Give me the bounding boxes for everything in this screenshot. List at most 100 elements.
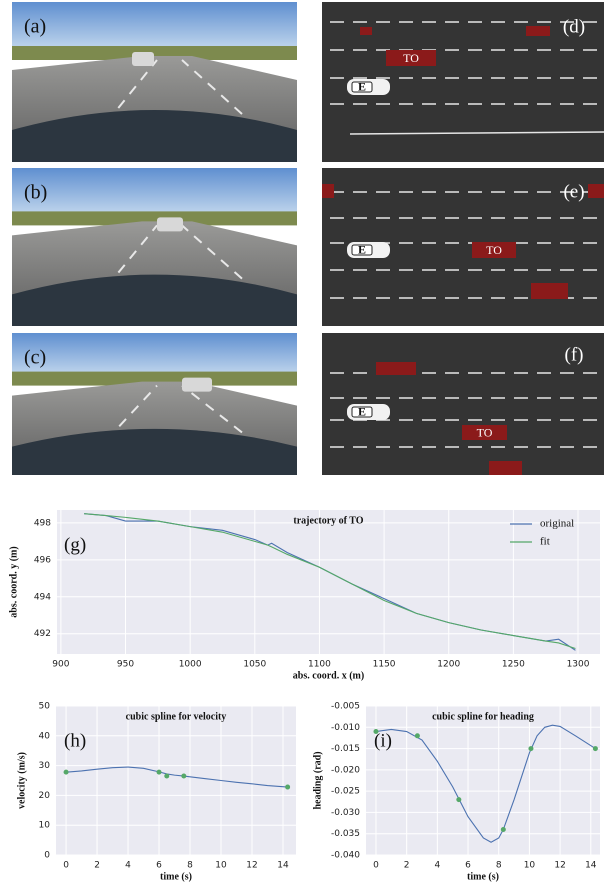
sky: [12, 168, 297, 219]
vehicle: [182, 378, 212, 392]
x-tick-label: 8: [496, 861, 502, 871]
y-tick-label: 30: [39, 761, 51, 771]
x-tick-label: 0: [373, 861, 379, 871]
y-tick-label: 50: [39, 702, 51, 712]
x-tick-label: 1250: [502, 660, 525, 670]
vehicle-box: [360, 27, 372, 35]
x-tick-label: 10: [215, 861, 227, 871]
y-axis-label: velocity (m/s): [16, 752, 27, 809]
x-axis-label: time (s): [467, 871, 499, 882]
x-tick-label: 2: [404, 861, 410, 871]
y-tick-label: -0.015: [331, 744, 360, 754]
ego-label: E: [358, 79, 366, 93]
legend-label: original: [540, 518, 574, 530]
chart-title: cubic spline for heading: [432, 711, 534, 722]
x-axis-label: time (s): [160, 871, 192, 882]
data-point: [501, 827, 506, 832]
y-tick-label: -0.005: [331, 702, 360, 712]
target-label: TO: [403, 51, 419, 65]
x-tick-label: 14: [277, 861, 289, 871]
x-tick-label: 1150: [373, 660, 396, 670]
panel-label: (d): [563, 16, 585, 37]
y-tick-label: -0.030: [331, 808, 360, 818]
y-tick-label: 496: [34, 555, 51, 565]
page: {"photo_labels": ["(a)", "(b)", "(c)"], …: [0, 0, 608, 884]
x-tick-label: 1200: [437, 660, 460, 670]
x-tick-label: 4: [434, 861, 440, 871]
data-point: [157, 770, 162, 775]
y-axis-label: heading (rad): [312, 751, 323, 809]
vehicle: [132, 52, 154, 66]
x-tick-label: 4: [125, 861, 131, 871]
birds-eye-views: TO E (d) TO E (e) TO E (f): [322, 2, 604, 475]
x-tick-label: 1100: [308, 660, 331, 670]
vehicle-box: [531, 283, 568, 299]
y-tick-label: 498: [34, 518, 51, 528]
y-tick-label: 40: [39, 731, 51, 741]
y-tick-label: 492: [34, 629, 51, 639]
vehicle-box: [588, 184, 604, 198]
x-tick-label: 1050: [243, 660, 266, 670]
y-axis-label: abs. coord. y (m): [8, 546, 19, 617]
vehicle-box: [489, 461, 522, 475]
y-tick-label: 494: [34, 592, 51, 602]
data-point: [415, 733, 420, 738]
panel-label: (c): [24, 347, 46, 369]
panel-label: (e): [563, 181, 584, 202]
sky: [12, 2, 297, 53]
chart: -0.040 -0.035 -0.030 -0.025 -0.020 -0.015 -0.0…: [312, 702, 600, 883]
chart-title: trajectory of TO: [293, 515, 363, 526]
ego-label: E: [358, 404, 366, 418]
legend-label: fit: [540, 536, 550, 548]
ego-label: E: [358, 242, 366, 256]
target-label: TO: [486, 243, 502, 257]
x-tick-label: 1300: [567, 660, 590, 670]
x-tick-label: 12: [246, 861, 257, 871]
data-point: [456, 797, 461, 802]
figure: (a)(b)(c) TOE(d)TOE(e)TOE(f) 49249449649…: [0, 0, 608, 884]
vehicle-box: [526, 26, 550, 36]
y-tick-label: -0.025: [331, 787, 360, 797]
data-point: [64, 770, 69, 775]
data-point: [164, 774, 169, 779]
y-tick-label: 20: [39, 791, 51, 801]
y-tick-label: -0.035: [331, 829, 360, 839]
chart: 492 494 496 498 900 950 1000 1050 1100 1150 1200 12…: [8, 510, 600, 681]
panel-label: (g): [64, 534, 86, 555]
x-axis-label: abs. coord. x (m): [293, 670, 364, 681]
plot-area: [56, 706, 296, 855]
y-tick-label: 10: [39, 821, 51, 831]
y-tick-label: -0.040: [331, 851, 360, 861]
x-tick-label: 0: [63, 861, 69, 871]
vehicle: [157, 217, 183, 231]
panel-label: (f): [565, 344, 584, 365]
x-tick-label: 1000: [179, 660, 202, 670]
x-tick-label: 12: [554, 861, 565, 871]
y-tick-label: 0: [44, 851, 50, 861]
chart: 0 10 20 30 40 50 0 2 4 6 8 10 12 14 cubic spline for v…: [16, 702, 296, 883]
plot-area: [57, 510, 600, 654]
x-tick-label: 6: [465, 861, 471, 871]
x-tick-label: 10: [524, 861, 536, 871]
x-tick-label: 950: [117, 660, 134, 670]
y-tick-label: -0.010: [331, 723, 360, 733]
vehicle-box: [322, 184, 334, 198]
plot-area: [366, 706, 600, 855]
target-label: TO: [477, 425, 493, 439]
x-tick-label: 900: [52, 660, 69, 670]
data-point: [285, 785, 290, 790]
y-tick-label: -0.020: [331, 765, 360, 775]
data-point: [593, 746, 598, 751]
x-tick-label: 2: [94, 861, 100, 871]
x-tick-label: 6: [156, 861, 162, 871]
chart-title: cubic spline for velocity: [126, 711, 227, 722]
camera-photos: (a) (b) (c): [12, 2, 297, 475]
panel-label: (a): [24, 16, 46, 38]
vehicle-box: [376, 362, 416, 375]
panel-label: (b): [24, 182, 47, 204]
data-point: [528, 746, 533, 751]
panel-label: (i): [374, 730, 392, 751]
data-point: [181, 774, 186, 779]
x-tick-label: 14: [585, 861, 597, 871]
x-tick-label: 8: [187, 861, 193, 871]
